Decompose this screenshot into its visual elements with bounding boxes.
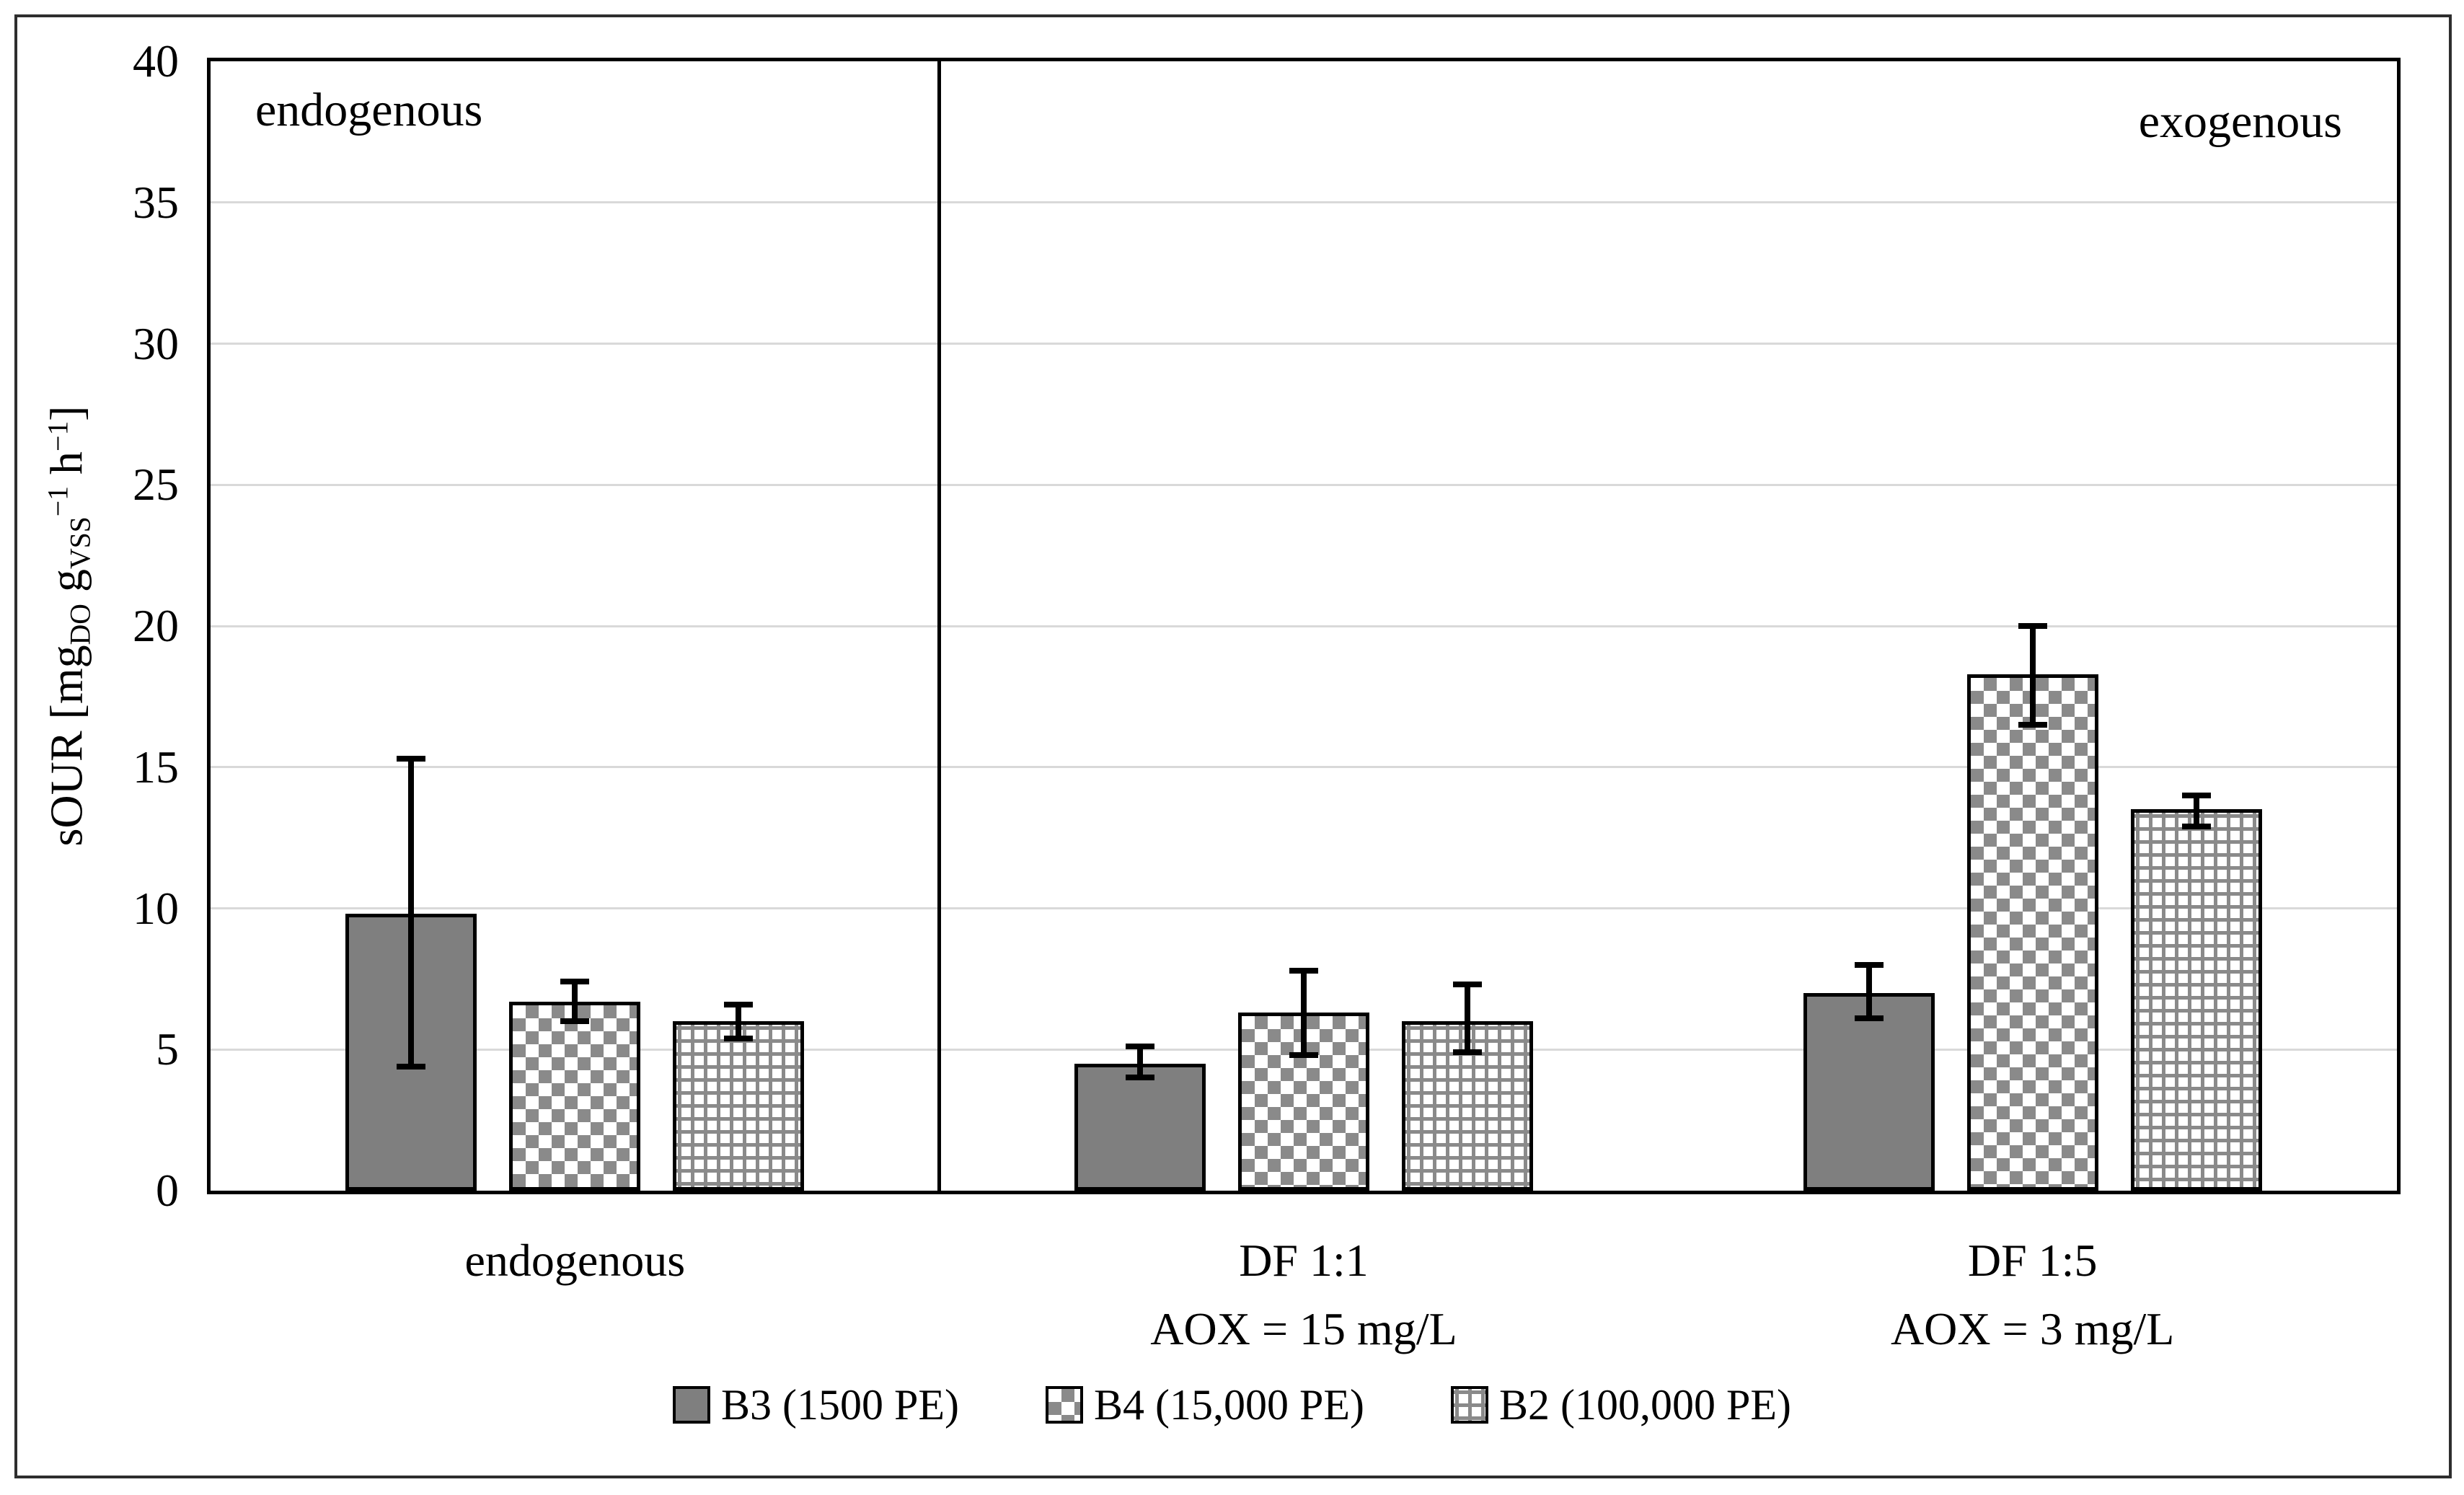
legend-item-B4: B4 (15,000 PE) [1046,1382,1364,1428]
plot-area: endogenous exogenous [207,58,2401,1194]
category-label-line: AOX = 3 mg/L [1890,1303,2175,1354]
y-tick-label-5: 5 [156,1023,179,1075]
gridline-25 [211,483,2397,486]
error-cap-top-B4-cat1 [1289,967,1318,974]
y-tick-label-30: 30 [133,317,179,369]
error-cap-bottom-B2-cat1 [1453,1049,1482,1056]
category-label-line: DF 1:1 [1239,1235,1369,1286]
y-tick-label-10: 10 [133,882,179,934]
legend-swatch-B4 [1046,1386,1083,1424]
y-tick-label-35: 35 [133,176,179,228]
y-tick-label-20: 20 [133,600,179,651]
legend-label-B3: B3 (1500 PE) [721,1381,959,1429]
bar-B4-cat1 [1238,1013,1369,1191]
error-bar-B3-cat1 [1137,1046,1143,1078]
error-cap-bottom-B3-cat1 [1126,1075,1154,1081]
figure-border [14,14,2452,1478]
error-cap-top-B4-cat2 [2018,623,2047,629]
legend-item-B2: B2 (100,000 PE) [1451,1382,1791,1428]
bar-B2-cat2 [2130,809,2262,1191]
error-cap-bottom-B4-cat2 [2018,722,2047,728]
bar-B4-cat2 [1966,674,2098,1191]
gridline-10 [211,907,2397,909]
y-axis-title-part: VSS [64,516,97,570]
gridline-35 [211,201,2397,204]
y-tick-label-40: 40 [133,35,179,87]
bar-B2-cat0 [673,1021,805,1191]
y-tick-label-0: 0 [156,1165,179,1216]
error-bar-B4-cat0 [572,982,578,1022]
legend-label-B4: B4 (15,000 PE) [1094,1381,1364,1429]
legend-swatch-B3 [673,1386,710,1424]
legend-label-B2: B2 (100,000 PE) [1499,1381,1791,1429]
error-cap-bottom-B4-cat1 [1289,1052,1318,1059]
legend-swatch-B2 [1451,1386,1488,1424]
bar-B4-cat0 [509,1001,641,1191]
section-divider-line [937,61,942,1191]
error-cap-top-B2-cat0 [724,1001,754,1007]
error-cap-bottom-B3-cat0 [397,1063,426,1070]
y-axis-title-part: ] [40,405,92,421]
bar-B3-cat2 [1803,992,1935,1191]
error-bar-B4-cat1 [1301,970,1307,1056]
gridline-15 [211,766,2397,769]
error-cap-top-B3-cat2 [1854,961,1884,968]
error-bar-B3-cat0 [408,759,415,1067]
category-label-1: DF 1:1 AOX = 15 mg/L [943,1226,1664,1363]
y-axis-title-part: −1 [42,420,74,452]
bar-B3-cat1 [1074,1063,1206,1191]
error-cap-top-B3-cat0 [397,756,426,762]
error-cap-bottom-B2-cat2 [2181,823,2211,829]
error-cap-bottom-B3-cat2 [1854,1015,1884,1022]
legend: B3 (1500 PE) B4 (15,000 PE) B2 (100,000 PE… [0,1382,2464,1428]
category-label-0: endogenous [214,1226,935,1295]
category-label-2: DF 1:5 AOX = 3 mg/L [1672,1226,2393,1363]
error-cap-top-B3-cat1 [1126,1044,1154,1050]
error-cap-bottom-B2-cat0 [724,1035,754,1041]
category-label-line: AOX = 15 mg/L [1150,1303,1457,1354]
error-bar-B3-cat2 [1865,964,1872,1019]
gridline-20 [211,625,2397,627]
error-cap-top-B2-cat1 [1453,982,1482,988]
y-tick-label-15: 15 [133,741,179,793]
annotation-exogenous: exogenous [2138,95,2342,148]
error-bar-B2-cat1 [1465,984,1470,1053]
annotation-endogenous: endogenous [255,84,483,136]
legend-item-B3: B3 (1500 PE) [673,1382,959,1428]
category-label-line: DF 1:5 [1967,1235,2098,1286]
error-bar-B4-cat2 [2029,626,2036,726]
gridline-30 [211,343,2397,345]
error-cap-top-B2-cat2 [2181,792,2211,798]
category-label-line: endogenous [464,1235,686,1286]
error-bar-B2-cat2 [2193,795,2199,826]
error-bar-B2-cat0 [736,1004,742,1038]
y-tick-label-25: 25 [133,459,179,511]
error-cap-top-B4-cat0 [560,979,590,985]
error-cap-bottom-B4-cat0 [560,1018,590,1025]
